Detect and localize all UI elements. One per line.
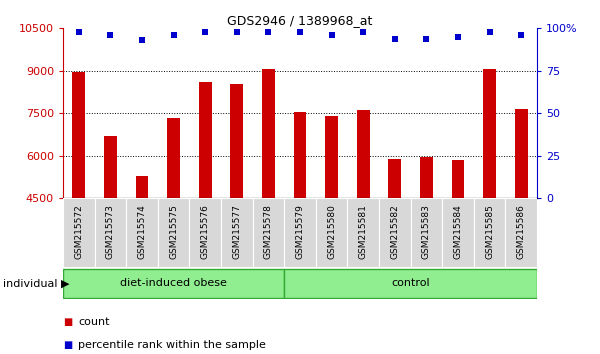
Text: GSM215584: GSM215584 xyxy=(454,204,463,259)
Bar xyxy=(474,198,505,269)
Bar xyxy=(284,198,316,269)
Text: GSM215578: GSM215578 xyxy=(264,204,273,259)
Bar xyxy=(104,136,117,198)
Bar xyxy=(253,198,284,269)
Bar xyxy=(442,198,474,269)
Bar xyxy=(316,198,347,269)
Point xyxy=(263,29,273,35)
Bar xyxy=(262,69,275,198)
Bar xyxy=(483,69,496,198)
Text: diet-induced obese: diet-induced obese xyxy=(120,278,227,288)
Bar xyxy=(388,159,401,198)
Point xyxy=(232,29,242,35)
Bar xyxy=(63,269,284,297)
Bar xyxy=(515,109,527,198)
Point xyxy=(358,29,368,35)
Bar xyxy=(126,198,158,269)
Bar xyxy=(379,198,410,269)
Text: count: count xyxy=(78,317,110,327)
Point xyxy=(517,32,526,38)
Point xyxy=(106,32,115,38)
Bar xyxy=(158,198,190,269)
Point xyxy=(327,32,337,38)
Text: ■: ■ xyxy=(63,317,72,327)
Bar xyxy=(190,198,221,269)
Point xyxy=(200,29,210,35)
Bar xyxy=(357,110,370,198)
Bar xyxy=(410,198,442,269)
Point xyxy=(453,34,463,40)
Bar xyxy=(325,116,338,198)
Text: GSM215576: GSM215576 xyxy=(200,204,210,259)
Text: ■: ■ xyxy=(63,340,72,350)
Text: percentile rank within the sample: percentile rank within the sample xyxy=(78,340,266,350)
Text: GSM215586: GSM215586 xyxy=(517,204,526,259)
Text: GSM215581: GSM215581 xyxy=(359,204,368,259)
Bar xyxy=(284,269,537,297)
Point xyxy=(422,36,431,41)
Text: GSM215572: GSM215572 xyxy=(74,204,83,259)
Text: GSM215577: GSM215577 xyxy=(232,204,241,259)
Bar xyxy=(505,198,537,269)
Bar xyxy=(95,198,126,269)
Text: GSM215585: GSM215585 xyxy=(485,204,494,259)
Bar xyxy=(420,157,433,198)
Text: GSM215573: GSM215573 xyxy=(106,204,115,259)
Title: GDS2946 / 1389968_at: GDS2946 / 1389968_at xyxy=(227,14,373,27)
Bar xyxy=(293,112,307,198)
Point xyxy=(169,32,178,38)
Bar xyxy=(347,198,379,269)
Bar xyxy=(230,84,243,198)
Point xyxy=(390,36,400,41)
Point xyxy=(137,38,147,43)
Text: GSM215579: GSM215579 xyxy=(296,204,305,259)
Point xyxy=(295,29,305,35)
Text: GSM215583: GSM215583 xyxy=(422,204,431,259)
Bar xyxy=(63,198,95,269)
Bar xyxy=(221,198,253,269)
Text: control: control xyxy=(391,278,430,288)
Text: GSM215582: GSM215582 xyxy=(391,204,400,259)
Bar xyxy=(167,118,180,198)
Bar xyxy=(136,176,148,198)
Point xyxy=(74,29,83,35)
Text: individual ▶: individual ▶ xyxy=(3,278,70,288)
Bar xyxy=(452,160,464,198)
Bar xyxy=(73,72,85,198)
Bar xyxy=(199,82,212,198)
Text: GSM215575: GSM215575 xyxy=(169,204,178,259)
Point xyxy=(485,29,494,35)
Text: GSM215574: GSM215574 xyxy=(137,204,146,259)
Text: GSM215580: GSM215580 xyxy=(327,204,336,259)
